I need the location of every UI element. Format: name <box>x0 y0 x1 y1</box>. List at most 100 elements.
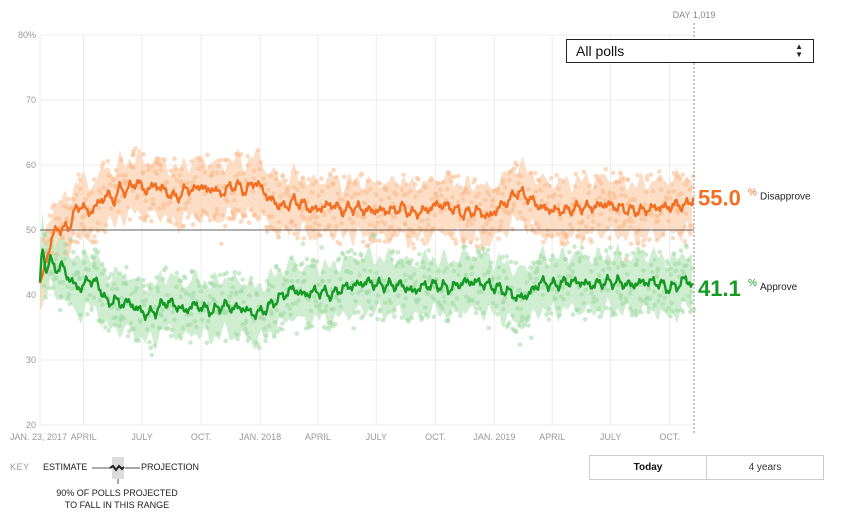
disapprove-poll-dot <box>603 166 608 172</box>
disapprove-poll-dot <box>273 176 279 182</box>
poll-type-select[interactable]: All polls ▲ ▼ <box>566 39 814 63</box>
disapprove-poll-dot <box>648 172 654 177</box>
disapprove-poll-dot <box>193 175 198 180</box>
y-tick-label: 80% <box>18 30 36 40</box>
approve-poll-dot <box>91 295 97 301</box>
disapprove-poll-dot <box>301 236 307 241</box>
disapprove-poll-dot <box>138 215 143 221</box>
approve-poll-dot <box>128 321 134 326</box>
approve-poll-dot <box>402 272 408 278</box>
approve-poll-dot <box>366 299 371 304</box>
disapprove-poll-dot <box>428 177 433 183</box>
approve-poll-dot <box>589 290 594 296</box>
disapprove-poll-dot <box>564 240 570 245</box>
approve-poll-dot <box>338 276 344 282</box>
approve-poll-dot <box>616 282 621 288</box>
disapprove-poll-dot <box>554 173 559 178</box>
disapprove-poll-dot <box>528 170 534 176</box>
disapprove-poll-dot <box>251 168 257 174</box>
approve-poll-dot <box>414 299 420 305</box>
approve-poll-dot <box>495 311 500 317</box>
disapprove-poll-dot <box>127 217 133 222</box>
disapprove-poll-dot <box>536 224 542 230</box>
approve-poll-dot <box>141 283 147 289</box>
approve-poll-dot <box>280 321 285 326</box>
approve-poll-dot <box>457 263 463 269</box>
timeframe-toggle: Today 4 years <box>589 455 824 480</box>
approve-poll-dot <box>141 278 146 283</box>
approve-poll-dot <box>149 352 155 358</box>
disapprove-poll-dot <box>331 215 337 221</box>
disapprove-poll-dot <box>155 157 160 162</box>
approve-poll-dot <box>513 329 519 335</box>
disapprove-poll-dot <box>327 223 332 228</box>
disapprove-poll-dot <box>674 174 680 179</box>
disapprove-poll-dot <box>205 152 210 158</box>
approve-poll-dot <box>680 297 686 302</box>
approve-poll-dot <box>482 272 487 278</box>
disapprove-poll-dot <box>461 197 466 203</box>
disapprove-poll-dot <box>542 183 548 188</box>
approve-poll-dot <box>284 270 289 276</box>
disapprove-poll-dot <box>511 204 517 209</box>
disapprove-poll-dot <box>661 232 666 237</box>
approve-poll-dot <box>326 278 332 284</box>
disapprove-poll-dot <box>435 180 440 186</box>
timeframe-4-years-button[interactable]: 4 years <box>748 462 782 473</box>
disapprove-poll-dot <box>395 184 401 190</box>
approve-poll-dot <box>163 265 168 271</box>
disapprove-poll-dot <box>419 218 425 224</box>
disapprove-poll-dot <box>143 198 149 204</box>
approve-poll-dot <box>332 322 338 327</box>
approve-poll-dot <box>374 271 379 276</box>
disapprove-poll-dot <box>593 173 599 179</box>
disapprove-poll-dot <box>523 224 528 230</box>
disapprove-poll-dot <box>453 241 459 246</box>
timeframe-today-button[interactable]: Today <box>590 456 707 479</box>
disapprove-poll-dot <box>168 219 174 225</box>
approve-poll-dot <box>157 325 163 331</box>
approve-poll-dot <box>357 272 363 278</box>
approve-poll-dot <box>291 267 297 273</box>
disapprove-poll-dot <box>639 210 644 215</box>
disapprove-poll-dot <box>257 214 262 219</box>
approve-poll-dot <box>144 327 150 332</box>
disapprove-poll-dot <box>444 186 450 192</box>
disapprove-poll-dot <box>616 211 622 216</box>
disapprove-poll-dot <box>617 179 622 184</box>
disapprove-poll-dot <box>410 241 416 247</box>
approve-poll-dot <box>359 253 364 259</box>
disapprove-poll-dot <box>461 238 466 244</box>
approve-poll-dot <box>513 260 519 266</box>
disapprove-poll-dot <box>245 163 250 168</box>
disapprove-poll-dot <box>141 151 146 157</box>
disapprove-poll-dot <box>406 233 412 239</box>
approve-poll-dot <box>409 315 415 321</box>
disapprove-poll-dot <box>401 172 406 178</box>
approve-poll-dot <box>556 305 561 311</box>
disapprove-poll-dot <box>618 192 624 198</box>
disapprove-poll-dot <box>248 207 253 212</box>
disapprove-poll-dot <box>448 231 454 236</box>
disapprove-poll-dot <box>190 222 196 227</box>
approve-poll-dot <box>615 289 620 295</box>
disapprove-poll-dot <box>625 176 630 182</box>
approve-poll-dot <box>103 325 108 330</box>
disapprove-poll-dot <box>598 181 604 186</box>
disapprove-poll-dot <box>350 220 356 225</box>
approve-poll-dot <box>371 232 377 238</box>
approve-poll-dot <box>548 257 553 263</box>
approve-poll-dot <box>565 291 570 296</box>
disapprove-poll-dot <box>608 196 613 202</box>
disapprove-poll-dot <box>433 191 438 197</box>
disapprove-poll-dot <box>116 209 121 215</box>
approve-poll-dot <box>643 252 649 257</box>
approve-poll-dot <box>473 306 479 311</box>
disapprove-poll-dot <box>628 241 634 246</box>
disapprove-poll-dot <box>422 184 428 189</box>
approve-poll-dot <box>458 313 463 318</box>
approve-poll-dot <box>601 268 606 273</box>
disapprove-poll-dot <box>639 216 644 221</box>
approve-poll-dot <box>276 267 282 273</box>
disapprove-poll-dot <box>145 162 150 168</box>
